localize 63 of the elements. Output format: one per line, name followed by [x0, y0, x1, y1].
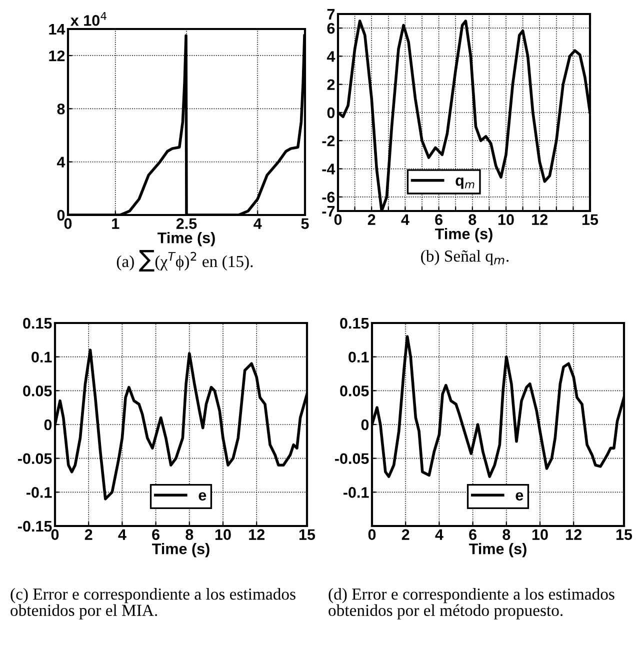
- x-axis-title: Time (s): [435, 228, 492, 242]
- y-tick-label: 6: [327, 22, 335, 34]
- x-tick-label: 10: [532, 529, 548, 540]
- x-tick-label: 2: [84, 529, 92, 540]
- y-tick-label: -7: [322, 206, 335, 217]
- x-tick-label: 8: [186, 529, 194, 540]
- x-tick-label: 10: [215, 529, 231, 540]
- y-tick-label: 0.15: [23, 318, 52, 329]
- y-tick-label: -2: [322, 136, 335, 146]
- text: (a) ∑(χ$^{T}$ϕ)$^{2}$ en (15).: [116, 250, 253, 272]
- legend-label: e: [516, 492, 524, 501]
- x-tick-label: 4: [118, 529, 126, 540]
- y-tick-label: -4: [322, 164, 336, 174]
- x-tick-label: 10: [498, 214, 514, 225]
- x-tick-label: 8: [502, 529, 510, 540]
- y-tick-label: 2: [327, 79, 335, 90]
- x-tick-label: 1: [112, 218, 120, 229]
- x-axis-title: Time (s): [158, 232, 215, 246]
- y-tick-label: 4: [56, 156, 66, 168]
- y-tick-label: 0.1: [348, 352, 369, 363]
- legend-label: e: [198, 492, 206, 501]
- x-tick-label: 12: [532, 214, 548, 225]
- x-tick-label: 2.5: [176, 218, 197, 229]
- y-tick-label: -0.15: [18, 520, 52, 532]
- x-axis-title: Time (s): [469, 543, 526, 558]
- y-tick-label: -0.1: [343, 487, 369, 498]
- y-tick-label: 0: [44, 419, 52, 430]
- y-tick-label: 4: [326, 51, 336, 62]
- y-tick-label: 0.1: [32, 352, 52, 363]
- y-tick-label: -0.05: [335, 453, 369, 464]
- x-tick-label: 6: [435, 214, 442, 225]
- y-tick-label: -0.1: [26, 487, 52, 498]
- x-tick-label: 6: [152, 529, 160, 540]
- text: x 10$^{4}$: [70, 12, 106, 26]
- x-tick-label: 4: [435, 529, 444, 540]
- text: (b) Señal q$_{m}$.: [421, 250, 509, 266]
- legend-label: q$_{m}$: [456, 177, 474, 189]
- x-tick-label: 12: [249, 529, 264, 540]
- y-tick-label: 0: [361, 419, 369, 430]
- x-tick-label: 12: [566, 529, 582, 540]
- x-tick-label: 2: [402, 529, 410, 540]
- text: (c) Error e correspondiente a los estimados obtenidos por el MIA.: [10, 588, 296, 620]
- x-tick-label: 6: [469, 529, 476, 540]
- x-tick-label: 15: [299, 529, 316, 540]
- x-tick-label: 4: [401, 214, 410, 225]
- x-tick-label: 15: [582, 214, 598, 225]
- x-tick-label: 8: [468, 214, 476, 225]
- y-tick-label: 14: [49, 24, 66, 35]
- y-tick-label: 12: [49, 50, 65, 62]
- y-tick-label: 7: [327, 9, 335, 20]
- y-tick-label: 0.05: [340, 386, 369, 396]
- y-tick-label: -0.05: [18, 453, 52, 464]
- y-tick-label: 0.15: [340, 318, 369, 329]
- y-tick-label: -6: [322, 192, 335, 203]
- x-tick-label: 15: [616, 529, 632, 540]
- y-tick-label: 8: [57, 104, 65, 114]
- x-tick-label: 4: [254, 218, 262, 229]
- y-tick-label: 0: [327, 107, 335, 118]
- x-tick-label: 5: [301, 218, 309, 229]
- x-tick-label: 0: [368, 529, 376, 540]
- y-tick-label: 0.05: [23, 386, 52, 396]
- x-axis-title: Time (s): [152, 543, 210, 558]
- text: (d) Error e correspondiente a los estimados obtenidos por el método propuesto.: [328, 588, 614, 620]
